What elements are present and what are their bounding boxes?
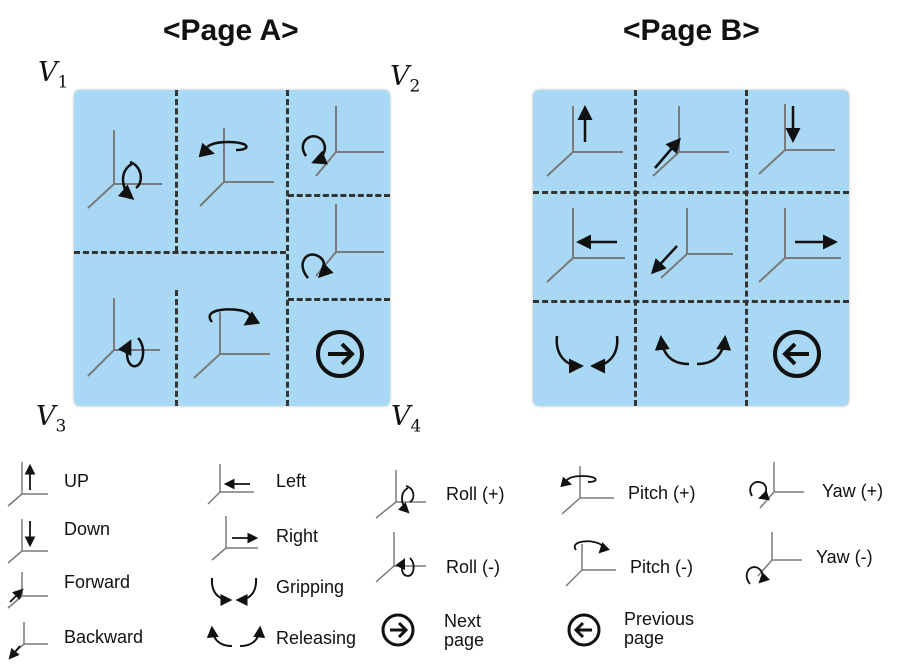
page-a-divider [74,251,286,254]
page-a-title: <Page A> [163,14,299,47]
vertex-v4-label: V4 [391,401,422,437]
page-a-panel [74,90,390,406]
left-icon [546,208,625,283]
forward-cell[interactable] [647,96,737,186]
pitch-plus-cell[interactable] [190,120,280,210]
forward-icon [652,106,729,177]
next-page-icon [316,330,364,378]
legend-up-label: UP [64,471,90,491]
legend-forward-icon [7,572,48,609]
page-a-divider [288,194,390,197]
page-b-divider [634,90,637,406]
yaw-plus-cell[interactable] [292,96,388,192]
legend-yaw-plus-icon [749,462,804,509]
gripping-cell[interactable] [547,326,627,386]
legend-right-icon [211,516,259,561]
roll-plus-icon [87,130,162,209]
page-b-divider [745,90,748,406]
vertex-v3-label: V3 [36,401,67,437]
pitch-minus-cell[interactable] [186,298,278,390]
legend-pitch-plus-label: Pitch (+) [628,483,696,503]
down-cell[interactable] [755,96,845,186]
legend-yaw-plus-label: Yaw (+) [822,481,884,501]
pitch-minus-icon [193,308,270,379]
page-b-title: <Page B> [623,14,760,47]
pitch-plus-icon [198,128,274,207]
releasing-cell[interactable] [653,326,733,386]
right-icon [758,208,841,283]
legend-releasing-label: Releasing [276,628,357,648]
yaw-minus-icon [301,204,384,279]
right-cell[interactable] [753,202,845,292]
legend-previous-page-label: Previous page [624,609,695,648]
legend-left-label: Left [276,471,307,491]
legend-pitch-plus-icon [560,466,614,515]
legend-pitch-minus-icon [565,540,616,587]
legend-right-label: Right [276,526,319,546]
legend-up-icon [7,462,48,507]
vertex-v1-label: V1 [38,57,69,93]
legend-roll-minus-label: Roll (-) [446,557,500,577]
page-a-divider [175,290,178,406]
next-page-button[interactable] [310,324,370,384]
legend-pitch-minus-label: Pitch (-) [630,557,693,577]
legend-releasing-icon [206,625,266,647]
page-b-divider [533,300,849,303]
legend-next-page-label: Next page [444,611,485,650]
legend-forward-label: Forward [64,572,131,592]
releasing-icon [654,335,732,366]
legend-gripping-label: Gripping [276,577,345,597]
page-a-divider [288,298,390,301]
up-icon [546,105,623,177]
legend-down-icon [7,519,48,564]
legend-yaw-minus-icon [745,532,802,585]
page-a-divider [286,90,289,406]
gripping-icon [555,335,619,374]
previous-page-icon [773,330,821,378]
legend-roll-plus-label: Roll (+) [446,484,505,504]
backward-cell[interactable] [647,202,737,292]
down-icon [758,104,835,175]
roll-plus-cell[interactable] [82,126,172,216]
legend-yaw-minus-label: Yaw (-) [816,547,873,567]
legend-left-icon [207,464,254,505]
legend-backward-label: Backward [64,627,144,647]
up-cell[interactable] [541,96,631,186]
page-b-divider [533,191,849,194]
vertex-v2-label: V2 [390,61,421,97]
legend-gripping-icon [210,577,258,606]
legend-previous-page-icon [567,613,601,647]
roll-minus-cell[interactable] [80,294,172,386]
legend-backward-icon [8,622,48,660]
legend-roll-plus-icon [375,470,426,519]
roll-minus-icon [87,298,160,377]
yaw-plus-icon [301,106,384,177]
left-cell[interactable] [541,202,631,292]
legend-roll-minus-icon [375,532,426,583]
yaw-minus-cell[interactable] [292,200,388,296]
previous-page-button[interactable] [767,324,827,384]
page-b-panel [533,90,849,406]
legend-next-page-icon [381,613,415,647]
page-a-divider [175,90,178,252]
legend-down-label: Down [64,519,111,539]
backward-icon [650,208,733,279]
